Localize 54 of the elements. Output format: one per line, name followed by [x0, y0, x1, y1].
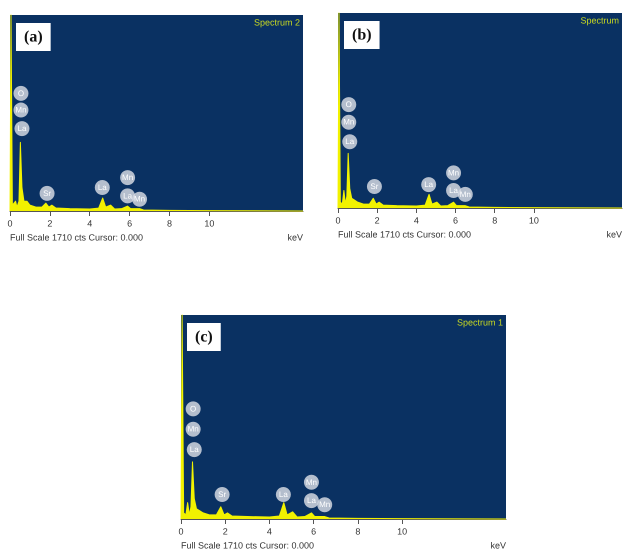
- annotation: Mn: [460, 190, 471, 199]
- x-tick-label: 4: [414, 216, 419, 226]
- x-tick-label: 6: [453, 216, 458, 226]
- annotation: O: [346, 100, 352, 110]
- text: (c): [195, 328, 213, 346]
- x-tick-label: 8: [166, 218, 172, 228]
- annotation: Sr: [43, 188, 52, 198]
- annotation: Spectrum: [580, 16, 619, 26]
- x-tick-label: 4: [87, 218, 92, 228]
- annotation: O: [18, 88, 24, 98]
- x-axis-title: keV: [606, 230, 622, 240]
- annotation: La: [449, 186, 459, 195]
- annotation: Mn: [188, 424, 199, 434]
- x-axis-title: keV: [287, 232, 304, 242]
- annotation: La: [98, 182, 108, 192]
- text: (a): [24, 28, 43, 46]
- annotation: La: [306, 496, 316, 506]
- x-axis-title: keV: [490, 540, 506, 550]
- annotation: Mn: [15, 106, 27, 115]
- x-tick-label: 10: [204, 218, 214, 228]
- x-tick-label: 2: [374, 216, 380, 226]
- x-tick-label: 0: [7, 218, 13, 228]
- x-tick-label: 8: [492, 216, 498, 226]
- x-tick-label: 2: [222, 526, 228, 536]
- annotation: Sr: [218, 490, 226, 500]
- annotation: Mn: [134, 194, 146, 204]
- annotation: La: [424, 180, 434, 190]
- x-tick-label: 6: [127, 218, 132, 228]
- text: Full Scale 1710 cts Cursor: 0.000: [338, 230, 472, 240]
- annotation: Sr: [370, 182, 379, 192]
- x-tick-label: 6: [311, 526, 316, 536]
- annotation: Mn: [448, 168, 460, 178]
- annotation: Mn: [122, 173, 134, 182]
- annotation: Mn: [306, 478, 318, 487]
- text: Full Scale 1710 cts Cursor: 0.000: [181, 540, 314, 550]
- annotation: O: [190, 404, 196, 414]
- annotation: La: [278, 490, 288, 500]
- annotation: Mn: [343, 118, 354, 127]
- x-tick-label: 10: [397, 526, 408, 536]
- x-tick-label: 0: [335, 216, 341, 226]
- annotation: Spectrum 2: [254, 18, 300, 28]
- x-tick-label: 2: [47, 218, 52, 228]
- annotation: Mn: [319, 500, 330, 510]
- text: Full Scale 1710 cts Cursor: 0.000: [10, 232, 144, 242]
- annotation: La: [18, 124, 27, 134]
- annotation: Spectrum 1: [456, 318, 504, 328]
- x-tick-label: 10: [528, 216, 539, 226]
- text: (b): [352, 26, 372, 44]
- annotation: La: [190, 445, 200, 454]
- x-tick-label: 4: [266, 526, 272, 536]
- annotation: La: [345, 137, 355, 146]
- x-tick-label: 0: [178, 526, 184, 536]
- x-tick-label: 8: [355, 526, 360, 536]
- annotation: La: [123, 191, 133, 200]
